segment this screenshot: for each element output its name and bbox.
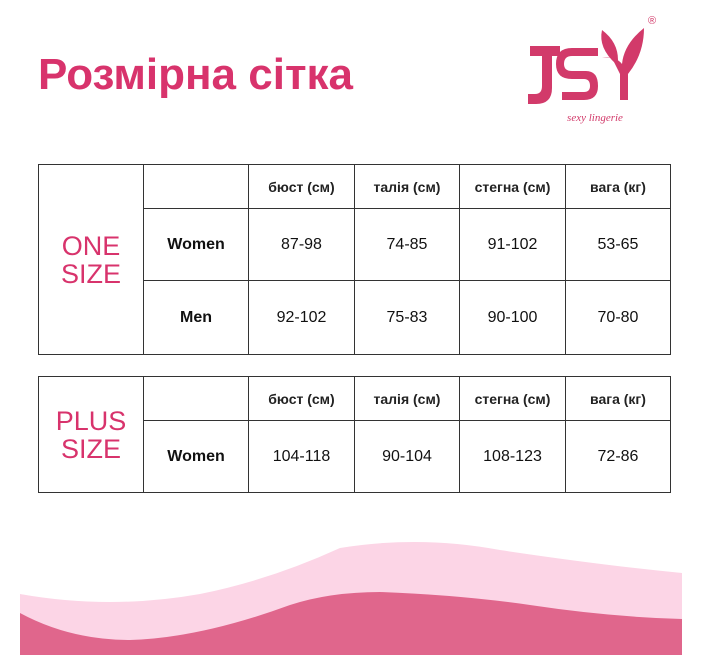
cell: 74-85 [354, 208, 460, 281]
logo-tagline: sexy lingerie [567, 112, 623, 124]
cell: 87-98 [248, 208, 355, 281]
cell: 91-102 [459, 208, 566, 281]
empty-header-cell [143, 164, 249, 209]
one-size-table: ONE SIZE бюст (см) талія (см) стегна (см)… [38, 164, 671, 355]
cell: 90-104 [354, 420, 460, 493]
table-row: Men 92-102 75-83 90-100 70-80 [39, 280, 671, 355]
cell: 70-80 [565, 280, 671, 355]
row-label: Men [143, 280, 249, 355]
cell: 90-100 [459, 280, 566, 355]
cell: 108-123 [459, 420, 566, 493]
registered-mark: ® [648, 15, 656, 27]
empty-header-cell [143, 376, 249, 421]
cell: 92-102 [248, 280, 355, 355]
cell: 75-83 [354, 280, 460, 355]
header-waist: талія (см) [354, 376, 460, 421]
plus-size-table: PLUS SIZE бюст (см) талія (см) стегна (см… [38, 376, 671, 493]
cell: 104-118 [248, 420, 355, 493]
header-hips: стегна (см) [459, 376, 566, 421]
header-hips: стегна (см) [459, 164, 566, 209]
size-label: ONE SIZE [38, 164, 144, 355]
table-row: Women 87-98 74-85 91-102 53-65 [39, 208, 671, 281]
brand-logo: ® sexy lingerie [528, 15, 656, 124]
row-label: Women [143, 208, 249, 281]
wave-dark [20, 592, 682, 655]
header-weight: вага (кг) [565, 376, 671, 421]
cell: 53-65 [565, 208, 671, 281]
header-bust: бюст (см) [248, 164, 355, 209]
header-weight: вага (кг) [565, 164, 671, 209]
row-label: Women [143, 420, 249, 493]
header-bust: бюст (см) [248, 376, 355, 421]
decorative-wave [20, 541, 682, 655]
table-row: Women 104-118 90-104 108-123 72-86 [39, 420, 671, 493]
cell: 72-86 [565, 420, 671, 493]
size-label: PLUS SIZE [38, 376, 144, 493]
header-waist: талія (см) [354, 164, 460, 209]
page-title: Розмірна сітка [38, 50, 353, 99]
